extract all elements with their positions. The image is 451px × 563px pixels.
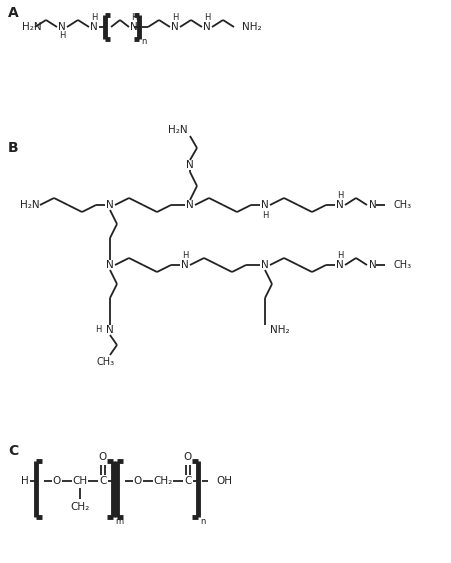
Text: CH₃: CH₃ [393, 260, 411, 270]
Text: O: O [133, 476, 142, 486]
Text: n: n [199, 517, 205, 526]
Text: N: N [336, 260, 343, 270]
Text: N: N [261, 200, 268, 210]
Text: N: N [368, 260, 376, 270]
Text: m: m [115, 517, 123, 526]
Text: H: H [336, 251, 342, 260]
Text: CH₃: CH₃ [393, 200, 411, 210]
Text: H: H [171, 14, 178, 23]
Text: O: O [184, 452, 192, 462]
Text: H: H [91, 14, 97, 23]
Text: N: N [368, 200, 376, 210]
Text: H: H [21, 476, 29, 486]
Text: B: B [8, 141, 18, 155]
Text: CH₂: CH₂ [153, 476, 172, 486]
Text: n: n [141, 37, 146, 46]
Text: CH₂: CH₂ [70, 502, 89, 512]
Text: CH₃: CH₃ [97, 357, 115, 367]
Text: N: N [130, 22, 138, 32]
Text: N: N [171, 22, 179, 32]
Text: N: N [186, 200, 193, 210]
Text: NH₂: NH₂ [241, 22, 261, 32]
Text: N: N [106, 325, 114, 335]
Text: O: O [99, 452, 107, 462]
Text: OH: OH [216, 476, 231, 486]
Text: C: C [99, 476, 106, 486]
Text: H: H [261, 211, 267, 220]
Text: N: N [106, 260, 114, 270]
Text: O: O [53, 476, 61, 486]
Text: H: H [96, 325, 102, 334]
Text: N: N [90, 22, 98, 32]
Text: H: H [59, 32, 65, 41]
Text: N: N [336, 200, 343, 210]
Text: H: H [181, 251, 188, 260]
Text: N: N [261, 260, 268, 270]
Text: N: N [186, 160, 193, 170]
Text: H₂N: H₂N [20, 200, 40, 210]
Text: C: C [8, 444, 18, 458]
Text: CH: CH [72, 476, 87, 486]
Text: N: N [106, 200, 114, 210]
Text: H₂N: H₂N [168, 125, 188, 135]
Text: C: C [184, 476, 191, 486]
Text: H: H [336, 190, 342, 199]
Text: H: H [203, 14, 210, 23]
Text: N: N [181, 260, 189, 270]
Text: H₂N: H₂N [22, 22, 41, 32]
Text: H: H [130, 14, 137, 23]
Text: NH₂: NH₂ [269, 325, 289, 335]
Text: N: N [202, 22, 211, 32]
Text: A: A [8, 6, 18, 20]
Text: N: N [58, 22, 66, 32]
